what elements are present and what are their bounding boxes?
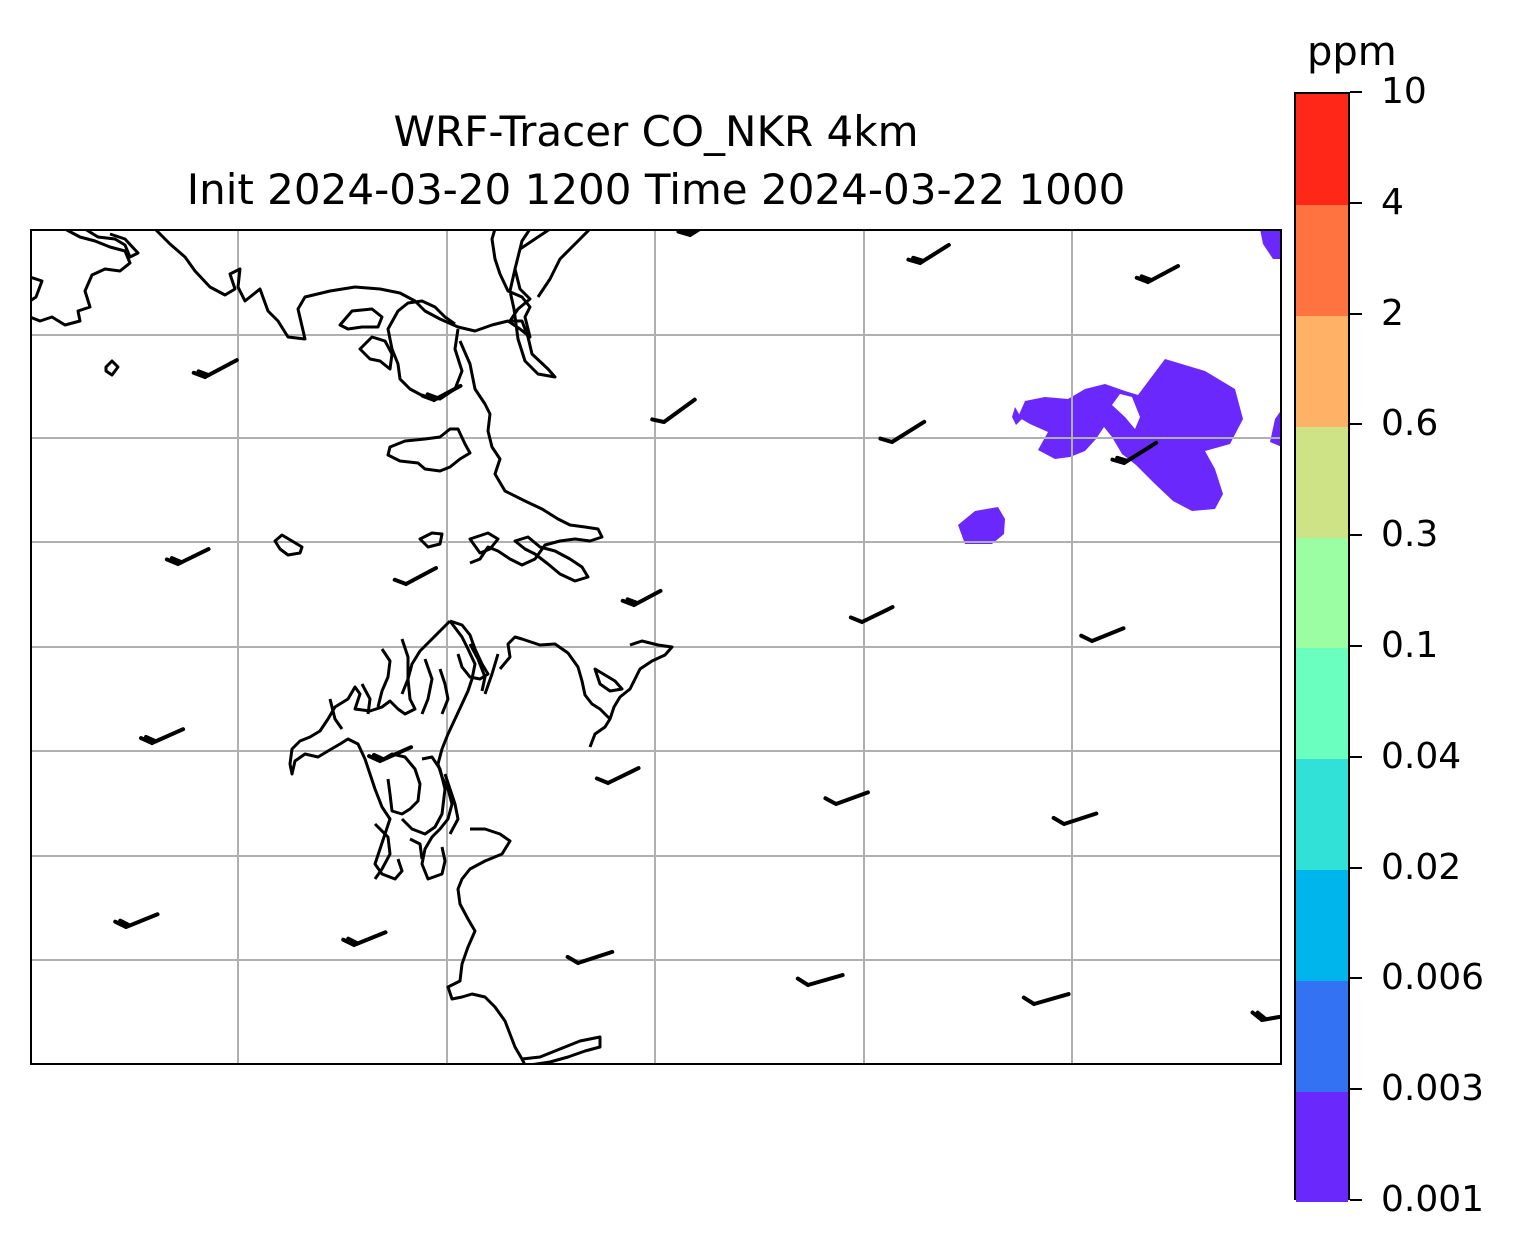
wind-barb	[848, 605, 895, 624]
wind-barbs	[113, 229, 1282, 1022]
colorbar-tick-label: 0.003	[1381, 1068, 1485, 1110]
colorbar-segment	[1296, 426, 1348, 538]
colorbar-tick-label: 4	[1381, 181, 1404, 223]
colorbar-tick	[1350, 977, 1362, 980]
wind-barb	[1021, 992, 1071, 1006]
wind-barb	[620, 588, 663, 607]
wind-barb	[565, 949, 615, 965]
wind-barb	[164, 547, 211, 566]
gridlines	[30, 229, 1282, 1065]
colorbar-unit: ppm	[1307, 29, 1397, 75]
wind-barb	[367, 745, 414, 763]
wind-barb	[139, 727, 186, 745]
colorbar-segment	[1296, 869, 1348, 981]
colorbar-tick-label: 0.6	[1381, 403, 1439, 445]
coastline-inlet	[358, 335, 394, 371]
wind-barb	[650, 397, 697, 424]
colorbar-segment	[1296, 758, 1348, 871]
coastline-islet	[104, 359, 120, 377]
chart-subtitle: Init 2024-03-20 1200 Time 2024-03-22 100…	[186, 165, 1126, 214]
tracer-plume-tiny	[1012, 407, 1022, 425]
wind-barb	[878, 419, 927, 444]
wind-barb	[823, 790, 870, 806]
wind-barb	[341, 930, 388, 947]
colorbar-segment	[1296, 94, 1348, 206]
colorbar-segment	[1296, 648, 1348, 760]
coastline-lake	[338, 307, 384, 331]
colorbar-tick	[1350, 534, 1362, 537]
coastlines	[30, 229, 674, 1065]
coastline-north	[30, 229, 592, 379]
colorbar-tick	[1350, 423, 1362, 426]
colorbar-body	[1294, 92, 1350, 1203]
colorbar-tick-label: 10	[1381, 71, 1427, 112]
wind-barb	[906, 242, 951, 265]
coastline-islands-mid	[273, 531, 590, 583]
colorbar-tick-label: 0.04	[1381, 735, 1462, 777]
tracer-plume-edge-top	[1260, 229, 1282, 259]
wind-barb	[1110, 440, 1159, 465]
coastline-south-tail	[521, 1035, 602, 1065]
colorbar-segment	[1296, 315, 1348, 427]
colorbar-segment	[1296, 204, 1348, 317]
chart-title: WRF-Tracer CO_NKR 4km	[393, 107, 919, 156]
coastline-central	[386, 299, 604, 567]
wind-barb	[1051, 811, 1099, 826]
colorbar-tick	[1350, 201, 1362, 204]
colorbar-tick-label: 0.1	[1381, 625, 1439, 666]
colorbar-tick	[1350, 312, 1362, 315]
colorbar-tick	[1350, 91, 1362, 93]
colorbar-tick-label: 0.001	[1381, 1179, 1485, 1220]
colorbar	[1294, 92, 1350, 1203]
map-frame	[30, 229, 1282, 1065]
wind-barb	[1079, 626, 1126, 643]
wind-barb	[594, 766, 641, 785]
map-panel	[30, 229, 1282, 1065]
wind-barb	[795, 973, 845, 987]
coastline-south-main	[449, 619, 674, 748]
tracer-plume-main	[1018, 359, 1243, 511]
colorbar-tick	[1350, 645, 1362, 647]
wind-barb	[392, 566, 439, 586]
colorbar-tick	[1350, 1199, 1362, 1201]
wind-barb	[113, 912, 160, 929]
concentration-fill	[958, 229, 1282, 544]
colorbar-segment	[1296, 537, 1348, 649]
colorbar-tick	[1350, 1088, 1362, 1091]
wind-barb	[191, 358, 239, 379]
tracer-plume-small	[958, 507, 1005, 544]
wind-barb	[1134, 264, 1181, 284]
colorbar-tick-label: 0.006	[1381, 957, 1485, 999]
colorbar-tick	[1350, 866, 1362, 869]
colorbar-segment	[1296, 1091, 1348, 1203]
colorbar-tick-label: 0.02	[1381, 846, 1462, 888]
colorbar-tick	[1350, 755, 1362, 758]
colorbar-tick-label: 2	[1381, 292, 1404, 334]
colorbar-tick-label: 0.3	[1381, 514, 1439, 556]
coastline-fjord-lines	[328, 638, 500, 880]
wind-barb	[1250, 1010, 1282, 1022]
colorbar-segment	[1296, 980, 1348, 1092]
wind-barb	[420, 383, 463, 402]
